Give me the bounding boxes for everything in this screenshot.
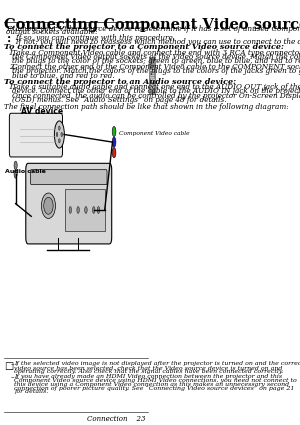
Text: this device using a Component Video connection as this makes an unnecessary seco: this device using a Component Video conn… [14, 382, 289, 387]
Text: Connection    23: Connection 23 [87, 415, 145, 423]
Circle shape [58, 139, 60, 143]
Circle shape [77, 207, 80, 213]
Text: •  If so, you can continue with this procedure.: • If so, you can continue with this proc… [8, 34, 175, 42]
Text: 2.: 2. [9, 63, 16, 71]
Text: AV device: AV device [21, 107, 63, 116]
FancyBboxPatch shape [31, 170, 107, 184]
Text: (OSD) menus. See “Audio Settings” on page 48 for details.: (OSD) menus. See “Audio Settings” on pag… [13, 96, 227, 104]
Ellipse shape [41, 193, 56, 218]
Text: If you have already made an HDMI Video connection between the projector and this: If you have already made an HDMI Video c… [14, 374, 282, 379]
Circle shape [56, 132, 58, 136]
Text: Component Video cable: Component Video cable [119, 131, 189, 136]
FancyBboxPatch shape [149, 57, 156, 96]
Text: □: □ [4, 361, 14, 371]
Text: 1.: 1. [9, 83, 16, 91]
Circle shape [61, 132, 62, 136]
Text: Connect the other end of the Component Video cable to the COMPONENT socket on: Connect the other end of the Component V… [13, 63, 300, 71]
Text: connection of poorer picture quality. See “Connecting Video source devices” on p: connection of poorer picture quality. Se… [14, 385, 294, 391]
Text: Take a suitable audio cable and connect one end to the AUDIO OUT jack of the AV: Take a suitable audio cable and connect … [13, 83, 300, 91]
Text: blue to blue, and red to red.: blue to blue, and red to red. [13, 71, 115, 79]
Text: device. Connect the other end of the cable to the AUDIO IN jack on the projector: device. Connect the other end of the cab… [13, 88, 300, 95]
Ellipse shape [44, 197, 53, 214]
Circle shape [112, 147, 116, 158]
Text: •  If not, you will need to reassess which method you can use to connect to the : • If not, you will need to reassess whic… [8, 38, 300, 46]
Text: English: English [150, 65, 155, 88]
Circle shape [92, 207, 95, 213]
Text: 1.: 1. [9, 49, 16, 57]
Circle shape [54, 121, 64, 148]
Text: output sockets available:: output sockets available: [6, 28, 98, 37]
Circle shape [58, 126, 60, 130]
Text: Component Video source device using HDMI Video connections, you need not connect: Component Video source device using HDMI… [14, 378, 297, 383]
Circle shape [112, 137, 116, 147]
FancyBboxPatch shape [9, 113, 62, 157]
Text: If the selected video image is not displayed after the projector is turned on an: If the selected video image is not displ… [14, 361, 300, 366]
Text: for details.: for details. [14, 389, 48, 394]
Circle shape [112, 126, 116, 136]
Circle shape [85, 207, 87, 213]
Text: Examine your Video source device to determine if it has a set of unused Componen: Examine your Video source device to dete… [6, 25, 300, 33]
Text: the plugs to the color of the sockets; green to green, blue to blue, and red to : the plugs to the color of the sockets; g… [13, 57, 300, 65]
Text: video source has been selected, check that the Video source device is turned on : video source has been selected, check th… [14, 365, 282, 370]
Text: Audio cable: Audio cable [5, 169, 46, 174]
Text: the Component Video output sockets of the Video source device. Match the color o: the Component Video output sockets of th… [13, 53, 300, 61]
Circle shape [14, 161, 17, 170]
Text: the projector. Match the colors of the plugs to the colors of the jacks green to: the projector. Match the colors of the p… [13, 67, 300, 75]
Text: –: – [11, 374, 14, 380]
FancyBboxPatch shape [65, 189, 106, 231]
Text: Take a Component Video cable and connect the end with 3 RCA type connectors to: Take a Component Video cable and connect… [13, 49, 300, 57]
FancyBboxPatch shape [26, 163, 112, 244]
Text: To connect the projector to a Component Video source device:: To connect the projector to a Component … [4, 43, 284, 51]
Text: To connect the projector to an Audio source device:: To connect the projector to an Audio sou… [4, 78, 236, 85]
Text: operating correctly. Also check that the signal cables have been connected corre: operating correctly. Also check that the… [14, 369, 284, 374]
Circle shape [97, 207, 100, 213]
Text: The final connection path should be like that shown in the following diagram:: The final connection path should be like… [4, 103, 289, 111]
Text: Connecting Component Video source devices: Connecting Component Video source device… [4, 18, 300, 32]
Circle shape [69, 207, 72, 213]
Text: –: – [11, 361, 14, 368]
Text: Once connected, the audio can be controlled by the projector On-Screen Display: Once connected, the audio can be control… [13, 92, 300, 99]
Circle shape [14, 170, 17, 178]
